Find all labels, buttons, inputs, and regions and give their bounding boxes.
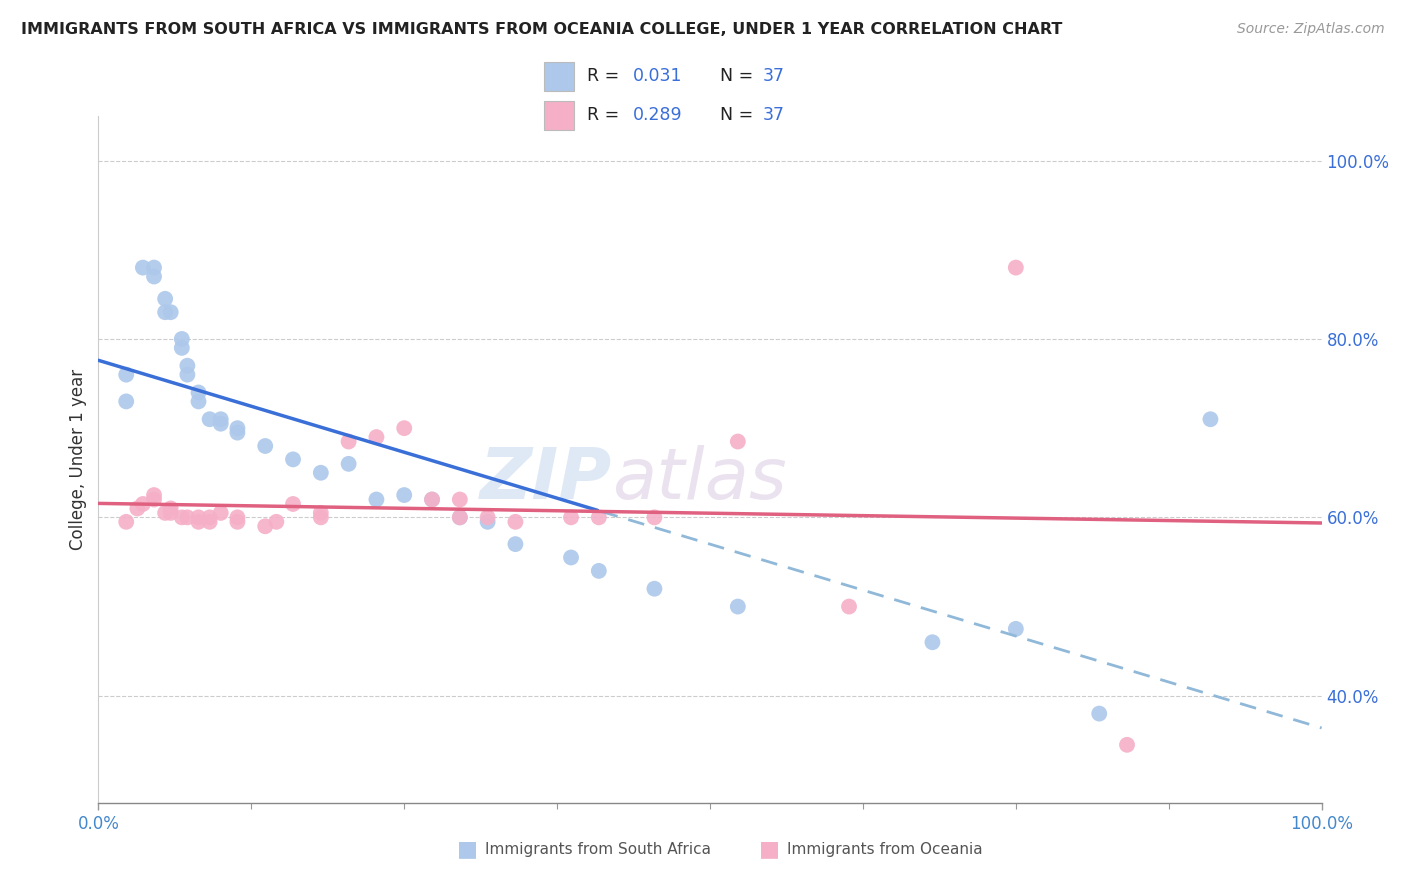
Point: [420, 492, 443, 507]
Point: [143, 488, 166, 502]
Point: [226, 515, 249, 529]
Point: [1005, 260, 1028, 275]
Point: [187, 510, 209, 524]
Point: [1116, 738, 1139, 752]
Point: [115, 368, 138, 382]
Point: [132, 260, 155, 275]
Point: [394, 421, 416, 435]
Point: [209, 417, 232, 431]
Point: [366, 492, 388, 507]
Point: [198, 412, 221, 426]
Point: [198, 510, 221, 524]
Point: [505, 515, 527, 529]
Text: Immigrants from Oceania: Immigrants from Oceania: [787, 842, 983, 856]
Point: [159, 501, 181, 516]
Point: [281, 452, 304, 467]
Point: [226, 510, 249, 524]
Point: [560, 510, 582, 524]
Y-axis label: College, Under 1 year: College, Under 1 year: [69, 368, 87, 550]
Point: [643, 510, 665, 524]
Point: [1199, 412, 1222, 426]
Point: [921, 635, 943, 649]
Text: ZIP: ZIP: [479, 445, 612, 515]
Point: [198, 515, 221, 529]
Point: [209, 506, 232, 520]
Point: [449, 510, 471, 524]
Text: R =: R =: [586, 106, 624, 124]
Point: [560, 550, 582, 565]
Text: ■: ■: [759, 839, 780, 859]
Point: [115, 515, 138, 529]
Point: [153, 305, 176, 319]
Text: ■: ■: [457, 839, 478, 859]
Text: Source: ZipAtlas.com: Source: ZipAtlas.com: [1237, 22, 1385, 37]
Text: IMMIGRANTS FROM SOUTH AFRICA VS IMMIGRANTS FROM OCEANIA COLLEGE, UNDER 1 YEAR CO: IMMIGRANTS FROM SOUTH AFRICA VS IMMIGRAN…: [21, 22, 1063, 37]
Point: [170, 332, 193, 346]
Text: R =: R =: [586, 68, 624, 86]
Point: [420, 492, 443, 507]
Text: Immigrants from South Africa: Immigrants from South Africa: [485, 842, 711, 856]
Point: [309, 506, 332, 520]
Point: [187, 394, 209, 409]
Text: 37: 37: [763, 106, 785, 124]
Bar: [544, 101, 575, 130]
Point: [226, 425, 249, 440]
Point: [309, 510, 332, 524]
Bar: [544, 62, 575, 91]
Point: [115, 394, 138, 409]
Point: [266, 515, 288, 529]
Point: [727, 599, 749, 614]
Point: [643, 582, 665, 596]
Point: [337, 457, 360, 471]
Point: [153, 292, 176, 306]
Text: 0.289: 0.289: [633, 106, 683, 124]
Point: [449, 492, 471, 507]
Point: [176, 359, 198, 373]
Point: [176, 510, 198, 524]
Point: [281, 497, 304, 511]
Point: [226, 421, 249, 435]
Point: [254, 519, 277, 533]
Text: 0.031: 0.031: [633, 68, 683, 86]
Point: [1088, 706, 1111, 721]
Point: [127, 501, 149, 516]
Point: [170, 341, 193, 355]
Text: N =: N =: [720, 68, 759, 86]
Point: [838, 599, 860, 614]
Text: atlas: atlas: [612, 445, 787, 515]
Point: [588, 564, 610, 578]
Point: [1005, 622, 1028, 636]
Point: [187, 385, 209, 400]
Point: [143, 260, 166, 275]
Point: [727, 434, 749, 449]
Point: [153, 506, 176, 520]
Point: [394, 488, 416, 502]
Point: [143, 269, 166, 284]
Point: [254, 439, 277, 453]
Point: [159, 506, 181, 520]
Point: [176, 368, 198, 382]
Point: [477, 510, 499, 524]
Point: [449, 510, 471, 524]
Text: 37: 37: [763, 68, 785, 86]
Point: [132, 497, 155, 511]
Point: [366, 430, 388, 444]
Point: [477, 515, 499, 529]
Point: [143, 492, 166, 507]
Point: [337, 434, 360, 449]
Point: [309, 466, 332, 480]
Point: [170, 510, 193, 524]
Text: N =: N =: [720, 106, 759, 124]
Point: [159, 305, 181, 319]
Point: [187, 515, 209, 529]
Point: [505, 537, 527, 551]
Point: [209, 412, 232, 426]
Point: [588, 510, 610, 524]
